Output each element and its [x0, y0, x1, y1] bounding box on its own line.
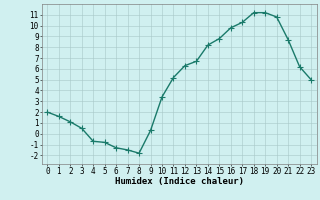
X-axis label: Humidex (Indice chaleur): Humidex (Indice chaleur)	[115, 177, 244, 186]
